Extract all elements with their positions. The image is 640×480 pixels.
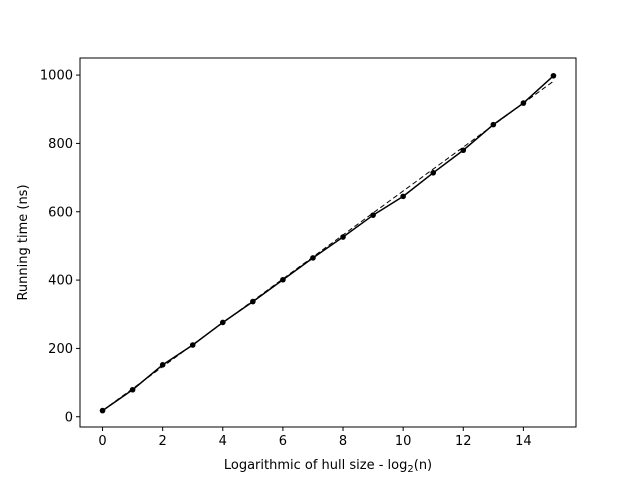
x-tick-label: 8 xyxy=(339,434,347,449)
y-axis-label: Running time (ns) xyxy=(16,184,31,300)
x-tick-label: 12 xyxy=(455,434,472,449)
x-axis-label: Logarithmic of hull size - log2(n) xyxy=(224,458,432,475)
y-axis: 0 200 400 600 800 1000 xyxy=(40,69,80,425)
y-tick-label: 800 xyxy=(48,137,73,152)
x-tick-label: 14 xyxy=(515,434,532,449)
x-axis: 0 2 4 6 8 10 12 14 xyxy=(98,427,532,449)
data-point xyxy=(99,407,106,414)
data-point xyxy=(219,319,226,326)
y-tick-label: 600 xyxy=(48,205,73,220)
x-axis-label-subscript: 2 xyxy=(407,464,413,475)
data-point xyxy=(370,212,376,218)
data-point xyxy=(129,386,136,393)
data-point xyxy=(400,193,406,200)
data-point xyxy=(430,170,437,176)
y-tick-label: 0 xyxy=(65,410,73,425)
data-point xyxy=(189,342,196,348)
data-point xyxy=(340,234,346,240)
data-point xyxy=(490,121,497,128)
y-tick-label: 200 xyxy=(48,342,73,357)
data-point xyxy=(550,72,557,79)
y-tick-label: 400 xyxy=(48,274,73,289)
x-tick-label: 4 xyxy=(219,434,227,449)
x-axis-label-prefix: Logarithmic of hull size - log xyxy=(224,458,408,473)
x-axis-label-suffix: (n) xyxy=(414,458,432,473)
data-point xyxy=(250,298,256,305)
data-point xyxy=(280,276,286,283)
data-point xyxy=(159,362,166,368)
x-tick-label: 0 xyxy=(98,434,106,449)
data-point xyxy=(520,100,527,106)
x-tick-label: 10 xyxy=(395,434,412,449)
axes-frame xyxy=(79,57,577,428)
x-tick-label: 6 xyxy=(279,434,287,449)
data-point xyxy=(310,255,316,261)
y-tick-label: 1000 xyxy=(40,69,73,84)
x-tick-label: 2 xyxy=(159,434,167,449)
plot-area xyxy=(99,72,557,414)
series-line-0 xyxy=(102,75,554,412)
trend-line xyxy=(102,80,554,412)
data-point xyxy=(460,147,467,154)
